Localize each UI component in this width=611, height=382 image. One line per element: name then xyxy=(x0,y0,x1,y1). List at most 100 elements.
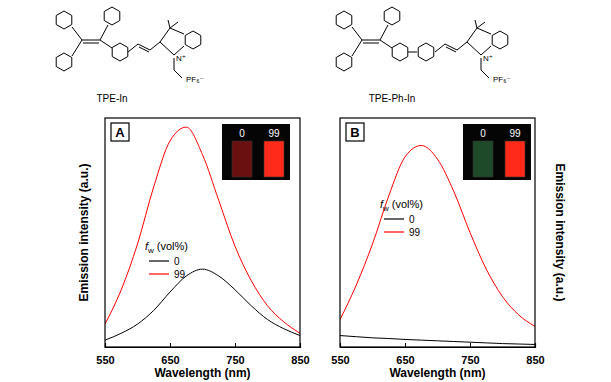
ring xyxy=(112,43,128,61)
bond xyxy=(72,40,82,56)
x-tick-label: 650 xyxy=(161,354,179,366)
bond xyxy=(170,28,184,34)
series-line xyxy=(105,127,300,333)
bond xyxy=(408,52,417,53)
bond xyxy=(380,40,392,48)
counterion-label: PF₆⁻ xyxy=(186,75,204,84)
bond xyxy=(467,42,481,55)
bond xyxy=(150,42,160,50)
x-tick-label: 550 xyxy=(331,354,349,366)
x-axis: 550 650 750 850 xyxy=(331,343,544,366)
inset-photo: 099 xyxy=(222,124,290,180)
vial xyxy=(232,141,252,177)
legend-label: 0 xyxy=(409,214,415,225)
structure: N⁺PF₆⁻TPE-Ph-In xyxy=(336,7,510,104)
x-tick-label: 550 xyxy=(96,354,114,366)
ring xyxy=(56,11,72,29)
x-axis-title: Wavelength (nm) xyxy=(154,366,250,380)
legend-label: 0 xyxy=(174,256,180,267)
vial xyxy=(264,141,284,177)
x-tick: 650 xyxy=(161,343,179,366)
structure-name: TPE-Ph-In xyxy=(369,93,416,104)
figure: N⁺PF₆⁻TPE-InN⁺PF₆⁻TPE-Ph-In550650750850W… xyxy=(0,0,611,382)
bond xyxy=(72,27,82,40)
x-tick-mark xyxy=(235,343,236,347)
panel-label: A xyxy=(115,125,125,140)
bond xyxy=(435,44,445,52)
legend-swatch xyxy=(384,231,404,232)
x-axis-line xyxy=(341,343,536,348)
series-line xyxy=(105,269,300,340)
legend-swatch xyxy=(149,273,169,274)
bond xyxy=(481,70,489,78)
legend-title: fw(vol%) xyxy=(380,198,423,213)
vial xyxy=(505,141,525,177)
chart: 550650750850Wavelength (nm)Emission inte… xyxy=(77,118,310,380)
ring xyxy=(185,31,201,49)
plot-frame xyxy=(105,118,300,347)
y-axis-title: Emission intensity (a.u.) xyxy=(77,163,91,301)
x-tick-mark xyxy=(535,343,536,347)
bond xyxy=(83,43,99,44)
bond xyxy=(446,47,456,52)
x-tick: 550 xyxy=(331,343,349,366)
x-tick-mark xyxy=(170,343,171,347)
bond xyxy=(475,20,477,28)
x-tick-label: 650 xyxy=(396,354,414,366)
legend-title-suffix: (vol%) xyxy=(157,240,188,252)
series-line xyxy=(340,336,535,345)
bond xyxy=(160,42,174,55)
x-tick: 650 xyxy=(396,343,414,366)
x-axis-title: Wavelength (nm) xyxy=(389,366,485,380)
x-tick-label: 850 xyxy=(291,354,309,366)
legend-swatch xyxy=(149,260,169,261)
bond xyxy=(174,70,182,78)
vial xyxy=(473,141,493,177)
bond xyxy=(82,40,100,41)
bond xyxy=(362,40,380,41)
bond xyxy=(100,25,108,40)
bond xyxy=(363,43,379,44)
bond xyxy=(352,40,362,56)
bond xyxy=(467,28,477,42)
ring xyxy=(392,43,408,61)
bond xyxy=(477,28,491,34)
ring xyxy=(418,43,434,61)
bond xyxy=(168,20,170,28)
chart: 550 650 750 850 Wavelength (nm) Emission inte… xyxy=(331,118,567,380)
x-tick: 850 xyxy=(291,343,309,366)
legend-title-suffix: (vol%) xyxy=(392,198,423,210)
legend-swatch xyxy=(384,218,404,219)
ring xyxy=(492,31,508,49)
plot-area xyxy=(105,127,300,340)
x-tick: 750 xyxy=(461,343,479,366)
ring xyxy=(384,7,400,25)
x-axis-line xyxy=(106,343,301,348)
legend-label: 99 xyxy=(409,227,421,238)
inset-label: 0 xyxy=(480,128,486,139)
inset-label: 0 xyxy=(239,128,245,139)
x-tick: 550 xyxy=(96,343,114,366)
bond xyxy=(481,58,482,70)
structure-name: TPE-In xyxy=(96,93,127,104)
bond xyxy=(457,42,467,50)
bond xyxy=(139,47,149,52)
x-tick: 850 xyxy=(526,343,544,366)
structure: N⁺PF₆⁻TPE-In xyxy=(56,7,203,104)
ring xyxy=(336,11,352,29)
bond xyxy=(128,44,138,52)
legend-title-subscript: w xyxy=(382,204,389,213)
counterion-label: PF₆⁻ xyxy=(493,75,511,84)
x-tick-label: 850 xyxy=(526,354,544,366)
x-axis: 550650750850 xyxy=(96,343,309,366)
ring xyxy=(336,53,352,71)
panel-label-box xyxy=(111,123,129,141)
bond xyxy=(352,27,362,40)
legend-label: 99 xyxy=(174,269,186,280)
inset-photo: 099 xyxy=(463,124,531,180)
legend-title: fw(vol%) xyxy=(145,240,188,255)
y-axis-title: Emission intensity (a.u.) xyxy=(553,163,567,301)
bond xyxy=(380,25,388,40)
x-tick-label: 750 xyxy=(461,354,479,366)
bond xyxy=(100,40,112,48)
